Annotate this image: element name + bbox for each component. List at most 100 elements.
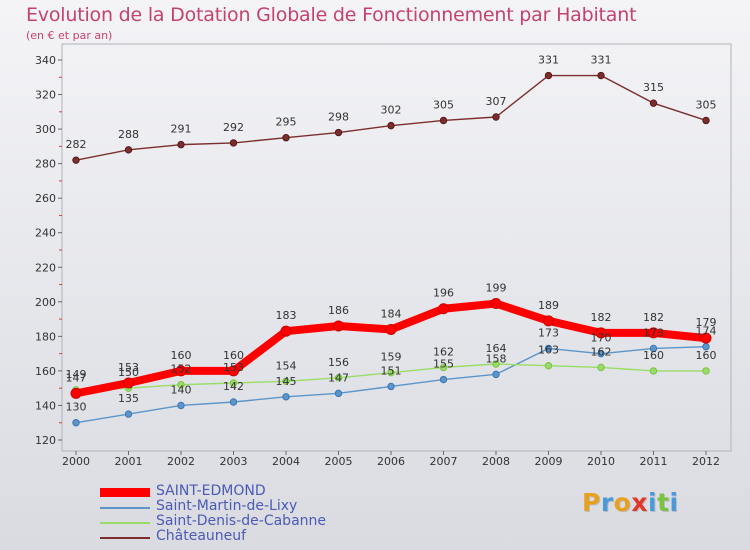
data-label: 331	[538, 54, 559, 67]
data-label: 173	[643, 326, 664, 339]
data-label: 163	[538, 344, 559, 357]
data-point	[333, 320, 344, 332]
data-point	[597, 71, 605, 80]
logo-letter: P	[582, 488, 601, 517]
data-point	[229, 139, 238, 147]
legend-label: Châteauneuf	[156, 528, 247, 544]
data-label: 292	[223, 121, 244, 134]
x-tick-label: 2002	[167, 455, 195, 468]
y-tick-label: 140	[35, 399, 56, 412]
data-point	[175, 365, 187, 377]
data-label: 162	[433, 345, 454, 358]
data-point	[177, 381, 185, 389]
data-point	[649, 344, 658, 353]
data-point	[387, 382, 395, 391]
x-tick-label: 2000	[62, 455, 90, 468]
data-label: 147	[66, 371, 87, 384]
legend-item-chateauneuf: Châteauneuf	[100, 528, 400, 545]
data-label: 170	[591, 332, 612, 345]
legend-label: Saint-Denis-de-Cabanne	[156, 513, 327, 529]
data-point	[124, 410, 133, 418]
data-point	[438, 303, 449, 315]
data-point	[282, 377, 290, 385]
series-line	[75, 74, 707, 161]
y-tick-label: 160	[35, 365, 56, 378]
chart-subtitle: (en € et par an)	[26, 29, 113, 42]
legend-swatch	[100, 488, 150, 497]
data-point	[334, 374, 343, 382]
data-label: 140	[171, 383, 192, 396]
data-point	[385, 323, 397, 335]
legend-item-saint-edmond: SAINT-EDMOND	[100, 483, 400, 500]
data-label: 315	[643, 81, 664, 94]
data-point	[490, 298, 502, 310]
y-tick-label: 340	[35, 54, 56, 67]
data-label: 145	[276, 375, 297, 388]
data-label: 182	[643, 311, 664, 324]
data-point	[649, 99, 658, 107]
data-label: 295	[276, 116, 297, 129]
data-label: 184	[381, 307, 402, 320]
x-tick-label: 2003	[220, 455, 248, 468]
data-label: 130	[66, 401, 87, 414]
data-label: 173	[538, 326, 559, 339]
data-label: 179	[696, 316, 717, 329]
y-tick-label: 280	[35, 158, 56, 171]
chart-title: Evolution de la Dotation Globale de Fonc…	[26, 4, 637, 26]
x-tick-label: 2006	[377, 455, 405, 468]
data-point	[597, 349, 605, 358]
y-tick-label: 260	[35, 192, 56, 205]
data-point	[177, 401, 185, 410]
legend-swatch	[100, 522, 150, 524]
data-label: 162	[591, 345, 612, 358]
legend: SAINT-EDMOND Saint-Martin-de-Lixy Saint-…	[100, 483, 400, 545]
data-point	[439, 116, 448, 125]
y-tick-label: 200	[35, 296, 56, 309]
y-tick-label: 180	[35, 330, 56, 343]
data-point	[334, 128, 343, 137]
data-label: 153	[223, 361, 244, 374]
data-label: 199	[486, 282, 507, 295]
y-tick-label: 120	[35, 434, 56, 447]
data-label: 164	[486, 342, 507, 355]
data-label: 160	[696, 349, 717, 362]
data-point	[228, 365, 239, 377]
data-label: 147	[328, 371, 349, 384]
x-tick-label: 2009	[535, 455, 563, 468]
data-label: 302	[381, 104, 402, 117]
data-label: 152	[171, 363, 192, 376]
data-label: 160	[643, 349, 664, 362]
data-label: 174	[696, 325, 717, 338]
data-point	[648, 327, 659, 339]
data-label: 186	[328, 304, 349, 317]
data-label: 189	[538, 299, 559, 312]
legend-item-saint-denis-de-cabanne: Saint-Denis-de-Cabanne	[100, 513, 400, 530]
logo-letter: x	[631, 488, 648, 517]
x-tick-label: 2004	[272, 455, 300, 468]
legend-swatch	[100, 507, 150, 509]
data-label: 155	[433, 358, 454, 371]
x-tick-label: 2012	[692, 455, 720, 468]
data-point	[282, 393, 290, 401]
data-label: 158	[486, 352, 507, 365]
data-label: 183	[276, 309, 297, 322]
plot-area	[61, 43, 732, 452]
data-label: 153	[118, 361, 139, 374]
x-tick-label: 2005	[325, 455, 353, 468]
data-point	[334, 389, 343, 398]
data-label: 156	[328, 356, 349, 369]
data-label: 135	[118, 392, 139, 405]
legend-item-saint-martin-de-lixy: Saint-Martin-de-Lixy	[100, 498, 400, 515]
data-label: 160	[223, 349, 244, 362]
data-label: 288	[118, 128, 139, 141]
data-point	[72, 156, 80, 164]
data-label: 305	[696, 98, 717, 111]
data-point	[543, 315, 554, 327]
legend-label: SAINT-EDMOND	[156, 483, 266, 499]
data-point	[387, 368, 395, 377]
data-point	[649, 367, 658, 375]
data-label: 142	[223, 380, 244, 393]
data-point	[544, 71, 553, 80]
data-point	[72, 419, 80, 427]
data-point	[229, 379, 238, 387]
